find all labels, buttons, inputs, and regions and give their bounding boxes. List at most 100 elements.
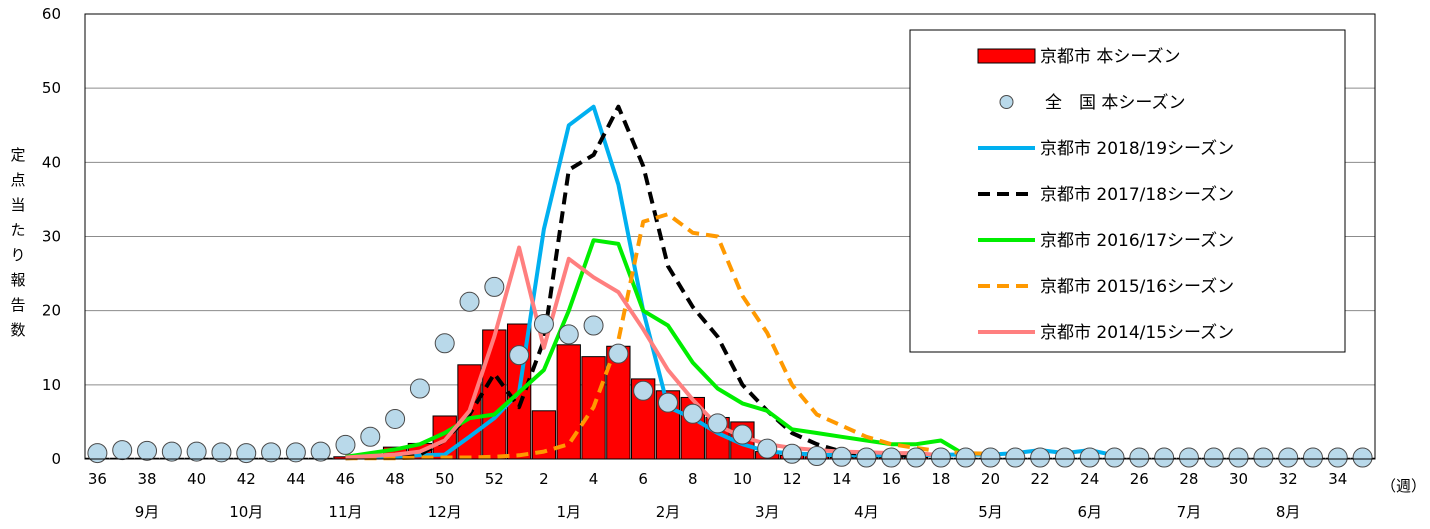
dot xyxy=(583,315,604,336)
x-tick-label: 26 xyxy=(1130,470,1149,488)
dot xyxy=(459,291,480,312)
x-tick-label: 24 xyxy=(1080,470,1099,488)
series-line xyxy=(345,238,967,459)
dot xyxy=(757,438,778,459)
dot xyxy=(1030,447,1051,468)
month-label: 4月 xyxy=(854,503,879,521)
y-tick-label: 60 xyxy=(42,5,61,23)
month-label: 11月 xyxy=(328,503,362,521)
legend-label: 京都市 2016/17シーズン xyxy=(1040,231,1234,251)
dot xyxy=(955,447,976,468)
dot xyxy=(484,276,505,297)
dot xyxy=(1005,447,1026,468)
x-tick-label: 28 xyxy=(1179,470,1198,488)
dot xyxy=(533,314,554,335)
dot xyxy=(211,442,232,463)
y-tick-label: 50 xyxy=(42,79,61,97)
dot xyxy=(1352,447,1373,468)
y-tick-label: 0 xyxy=(51,450,61,468)
dot xyxy=(335,434,356,455)
y-axis: 0 10 20 30 40 50 60 xyxy=(42,5,61,468)
dot xyxy=(112,440,133,461)
dot xyxy=(87,443,108,464)
dot xyxy=(633,380,654,401)
x-tick-label: 42 xyxy=(237,470,256,488)
x-tick-label: 50 xyxy=(435,470,454,488)
month-label: 7月 xyxy=(1177,503,1202,521)
legend-dot-swatch xyxy=(999,95,1014,109)
dot xyxy=(434,333,455,354)
bar xyxy=(482,329,507,460)
month-label: 1月 xyxy=(556,503,581,521)
y-tick-label: 10 xyxy=(42,376,61,394)
y-label-char: り xyxy=(10,246,25,264)
x-tick-label: 44 xyxy=(286,470,305,488)
x-tick-label: 46 xyxy=(336,470,355,488)
dot xyxy=(1079,447,1100,468)
month-label: 9月 xyxy=(135,503,160,521)
dot xyxy=(1278,447,1299,468)
month-label: 8月 xyxy=(1276,503,1301,521)
x-tick-label: 18 xyxy=(931,470,950,488)
month-label: 2月 xyxy=(656,503,681,521)
y-label-char: 告 xyxy=(10,296,25,314)
dot xyxy=(1054,447,1075,468)
dot xyxy=(1129,447,1150,468)
dot xyxy=(682,403,703,424)
dot xyxy=(1228,447,1249,468)
month-label: 6月 xyxy=(1077,503,1102,521)
legend-label: 京都市 2018/19シーズン xyxy=(1040,139,1234,159)
x-axis-unit: （週） xyxy=(1381,477,1426,495)
dot xyxy=(137,440,158,461)
x-tick-label: 36 xyxy=(88,470,107,488)
y-label-char: 点 xyxy=(10,171,25,189)
x-tick-label: 38 xyxy=(137,470,156,488)
legend-label: 京都市 2014/15シーズン xyxy=(1040,323,1234,343)
dot xyxy=(782,443,803,464)
dot xyxy=(1253,447,1274,468)
month-label: 10月 xyxy=(229,503,263,521)
x-tick-label: 12 xyxy=(782,470,801,488)
x-tick-label: 14 xyxy=(832,470,851,488)
dot xyxy=(261,442,282,463)
dot xyxy=(409,378,430,399)
dot xyxy=(657,392,678,413)
month-label: 3月 xyxy=(755,503,780,521)
legend-label: 全 国 本シーズン xyxy=(1045,93,1186,113)
dot xyxy=(1327,447,1348,468)
dot xyxy=(1203,447,1224,468)
legend-bar-swatch xyxy=(977,48,1036,64)
dot xyxy=(509,345,530,366)
dot-series xyxy=(87,276,1373,468)
y-label-char: た xyxy=(10,221,25,239)
dot xyxy=(1154,447,1175,468)
y-tick-label: 40 xyxy=(42,153,61,171)
x-tick-label: 20 xyxy=(981,470,1000,488)
x-axis: 36 38 40 42 44 46 48 50 52 2 4 6 8 10 12 14 16 18 20 22 24 26… xyxy=(88,470,1347,521)
x-tick-label: 32 xyxy=(1279,470,1298,488)
x-tick-label: 22 xyxy=(1031,470,1050,488)
month-label: 12月 xyxy=(428,503,462,521)
dot xyxy=(1104,447,1125,468)
dot xyxy=(310,441,331,462)
x-tick-label: 10 xyxy=(733,470,752,488)
dot xyxy=(906,447,927,468)
y-tick-label: 30 xyxy=(42,228,61,246)
legend-label: 京都市 本シーズン xyxy=(1040,47,1181,67)
dot xyxy=(608,343,629,364)
dot xyxy=(831,446,852,467)
x-tick-label: 2 xyxy=(539,470,549,488)
y-label-char: 報 xyxy=(10,271,25,289)
dot xyxy=(558,324,579,345)
x-tick-label: 6 xyxy=(638,470,648,488)
dot xyxy=(285,442,306,463)
x-tick-label: 30 xyxy=(1229,470,1248,488)
y-label-char: 数 xyxy=(10,321,25,339)
dot xyxy=(707,413,728,434)
dot xyxy=(732,424,753,445)
x-tick-label: 40 xyxy=(187,470,206,488)
legend-box xyxy=(909,29,1346,353)
